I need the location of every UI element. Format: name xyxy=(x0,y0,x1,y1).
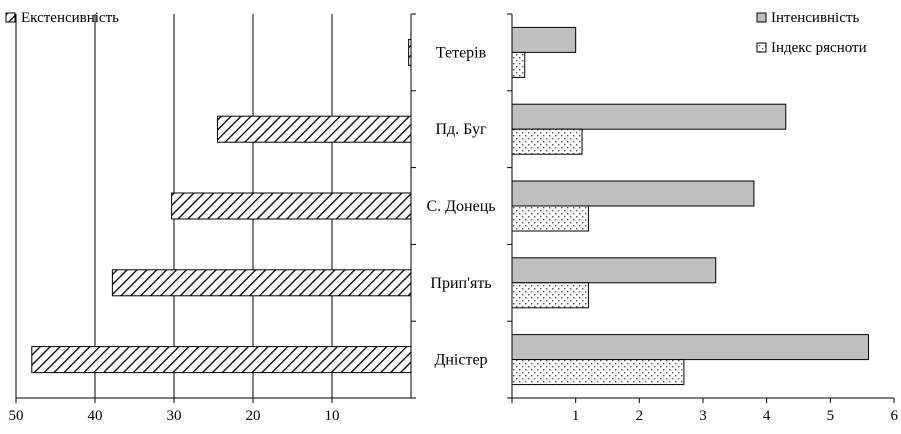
right-x-tick-label: 4 xyxy=(763,408,771,424)
bar-extensivity-3 xyxy=(111,269,412,297)
right-x-tick-label: 2 xyxy=(636,408,644,424)
bar-abundance-1 xyxy=(511,128,583,155)
bar-abundance-4 xyxy=(511,359,685,386)
left-x-tick-label: 40 xyxy=(88,408,103,424)
bar-extensivity-2 xyxy=(171,192,412,220)
category-label-2: С. Донець xyxy=(426,198,495,215)
left-x-tick-label: 50 xyxy=(9,408,24,424)
left-x-tick-label: 10 xyxy=(325,408,340,424)
legend-swatch-extensivity xyxy=(5,12,16,23)
legend-swatch-abundance xyxy=(756,42,767,53)
legend-label-extensivity: Екстенсивність xyxy=(21,10,119,26)
bar-abundance-0 xyxy=(511,51,526,78)
legend-label-abundance: Індекс рясноти xyxy=(771,40,867,56)
category-label-3: Прип'ять xyxy=(430,275,491,292)
left-x-tick-label: 20 xyxy=(246,408,261,424)
legend-label-intensity: Інтенсивність xyxy=(771,10,859,26)
category-label-0: Тетерів xyxy=(436,44,487,61)
bar-abundance-2 xyxy=(511,205,589,232)
category-label-1: Пд. Буг xyxy=(435,121,486,138)
right-x-tick-label: 1 xyxy=(572,408,580,424)
bar-intensity-2 xyxy=(511,180,755,207)
right-x-tick-label: 3 xyxy=(699,408,707,424)
bar-extensivity-4 xyxy=(31,346,412,374)
bar-intensity-3 xyxy=(511,257,717,284)
bar-intensity-4 xyxy=(511,334,870,361)
left-x-tick-label: 30 xyxy=(167,408,182,424)
bar-abundance-3 xyxy=(511,282,589,309)
category-label-4: Дністер xyxy=(434,352,487,369)
right-x-tick-label: 6 xyxy=(891,408,899,424)
bars-layer xyxy=(31,26,870,386)
labels-layer: 50 40 30 20 10 Екстенсивність Тетерів Пд. Буг С.… xyxy=(5,10,899,424)
bar-intensity-0 xyxy=(511,26,577,53)
legend-swatch-intensity xyxy=(756,12,767,23)
bar-extensivity-1 xyxy=(216,115,412,143)
right-x-tick-label: 5 xyxy=(827,408,835,424)
bar-intensity-1 xyxy=(511,103,787,130)
axes-layer xyxy=(15,13,895,403)
